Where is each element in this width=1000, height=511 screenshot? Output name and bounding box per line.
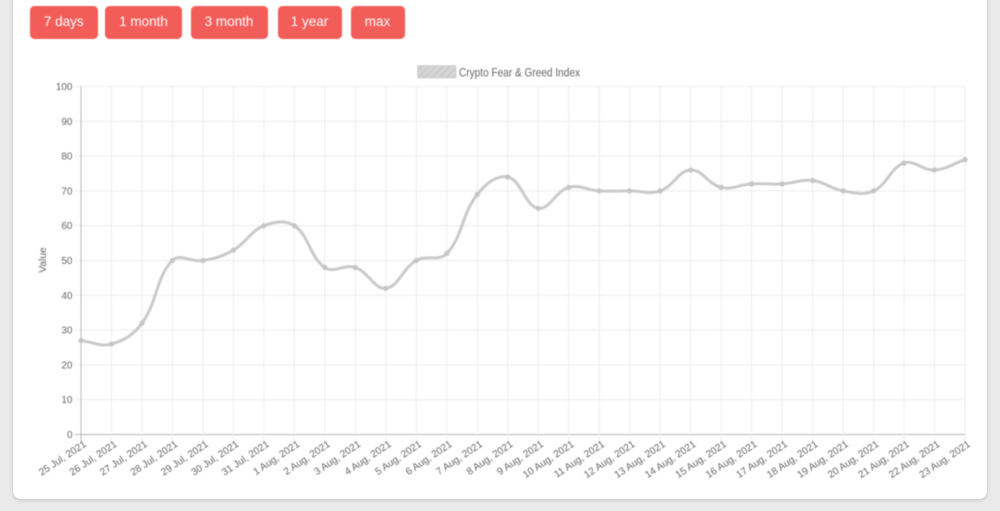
svg-text:90: 90 [61, 117, 73, 128]
svg-text:Crypto Fear & Greed Index: Crypto Fear & Greed Index [459, 65, 581, 79]
svg-text:30: 30 [61, 326, 73, 337]
svg-text:70: 70 [61, 186, 73, 197]
svg-text:50: 50 [61, 256, 73, 267]
svg-text:0: 0 [67, 430, 73, 441]
svg-text:40: 40 [61, 291, 73, 302]
svg-text:100: 100 [56, 82, 73, 93]
svg-text:Value: Value [38, 247, 49, 273]
svg-text:80: 80 [61, 152, 73, 163]
svg-text:60: 60 [61, 221, 73, 232]
svg-text:20: 20 [61, 360, 73, 371]
svg-text:10: 10 [61, 395, 73, 406]
